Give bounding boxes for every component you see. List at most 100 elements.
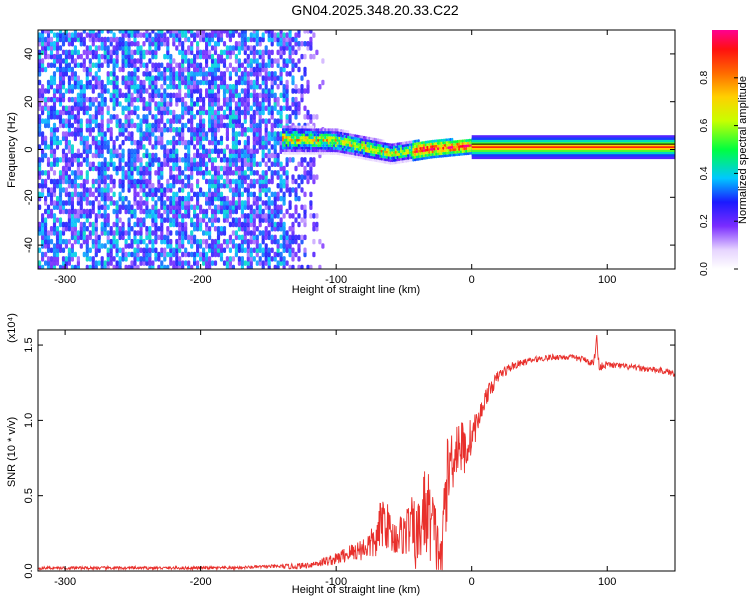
noise-speckle bbox=[208, 152, 212, 159]
band-cell bbox=[417, 149, 420, 153]
noise-speckle bbox=[85, 109, 89, 116]
noise-speckle bbox=[172, 139, 176, 146]
noise-speckle bbox=[243, 96, 247, 103]
noise-speckle bbox=[67, 41, 71, 47]
noise-speckle bbox=[279, 144, 283, 150]
noise-speckle bbox=[273, 204, 277, 210]
noise-speckle bbox=[145, 75, 149, 81]
noise-speckle bbox=[267, 152, 271, 159]
band-cell bbox=[341, 147, 345, 151]
noise-speckle bbox=[282, 243, 286, 249]
band-cell bbox=[467, 141, 470, 145]
noise-speckle bbox=[103, 157, 107, 163]
noise-speckle bbox=[303, 41, 307, 47]
noise-speckle bbox=[151, 84, 155, 90]
noise-speckle bbox=[312, 226, 316, 232]
noise-speckle bbox=[82, 30, 86, 34]
band-cell bbox=[408, 151, 411, 155]
noise-speckle bbox=[255, 238, 259, 245]
band-cell bbox=[292, 143, 295, 147]
noise-speckle bbox=[73, 114, 77, 120]
noise-speckle bbox=[61, 79, 66, 86]
noise-speckle bbox=[270, 221, 274, 228]
noise-speckle bbox=[169, 170, 173, 176]
noise-speckle bbox=[184, 234, 188, 241]
noise-speckle bbox=[121, 41, 125, 47]
noise-speckle bbox=[222, 79, 227, 86]
band-cell bbox=[292, 149, 295, 153]
noise-speckle bbox=[225, 217, 229, 223]
noise-speckle bbox=[157, 101, 161, 107]
noise-speckle bbox=[309, 36, 313, 43]
noise-speckle bbox=[312, 157, 316, 163]
noise-speckle bbox=[58, 264, 63, 269]
noise-speckle bbox=[49, 260, 54, 266]
noise-speckle bbox=[61, 118, 66, 124]
noise-speckle bbox=[82, 148, 86, 154]
noise-speckle bbox=[76, 148, 80, 154]
noise-speckle bbox=[279, 260, 283, 266]
noise-speckle bbox=[124, 105, 128, 111]
noise-speckle bbox=[237, 178, 241, 185]
noise-speckle bbox=[112, 101, 116, 107]
noise-speckle bbox=[321, 243, 325, 249]
band-cell bbox=[315, 149, 318, 153]
noise-speckle bbox=[264, 170, 268, 176]
band-cell bbox=[440, 146, 443, 150]
noise-speckle bbox=[148, 96, 152, 103]
noise-speckle bbox=[228, 178, 232, 185]
noise-speckle bbox=[142, 221, 146, 228]
noise-speckle bbox=[181, 58, 185, 64]
band-cell bbox=[447, 140, 450, 144]
band-cell bbox=[296, 141, 299, 145]
noise-speckle bbox=[294, 105, 298, 111]
y-tick-label: 40 bbox=[23, 48, 35, 60]
noise-speckle bbox=[282, 178, 286, 185]
band-cell bbox=[290, 138, 293, 142]
noise-speckle bbox=[115, 96, 119, 103]
band-cell bbox=[421, 154, 424, 158]
noise-speckle bbox=[252, 53, 256, 60]
band-cell bbox=[304, 141, 308, 145]
noise-speckle bbox=[285, 84, 289, 90]
noise-speckle bbox=[103, 45, 107, 51]
noise-speckle bbox=[258, 101, 262, 107]
noise-speckle bbox=[199, 157, 203, 163]
noise-speckle bbox=[175, 217, 179, 223]
noise-speckle bbox=[246, 243, 250, 249]
noise-speckle bbox=[273, 144, 277, 150]
noise-speckle bbox=[249, 152, 253, 159]
noise-speckle bbox=[151, 183, 155, 189]
noise-speckle bbox=[210, 157, 215, 163]
band-cell bbox=[327, 149, 330, 153]
noise-speckle bbox=[258, 41, 262, 47]
noise-speckle bbox=[88, 187, 92, 193]
noise-speckle bbox=[178, 30, 182, 34]
noise-speckle bbox=[41, 66, 45, 73]
band-cell bbox=[407, 140, 410, 144]
band-cell bbox=[319, 146, 322, 150]
band-cell bbox=[421, 144, 424, 147]
band-cell bbox=[333, 146, 336, 150]
noise-speckle bbox=[237, 45, 241, 51]
noise-speckle bbox=[184, 230, 188, 236]
noise-speckle bbox=[61, 174, 66, 180]
band-cell bbox=[428, 142, 431, 146]
noise-speckle bbox=[178, 114, 182, 120]
noise-speckle bbox=[300, 204, 304, 210]
noise-speckle bbox=[67, 144, 71, 150]
noise-speckle bbox=[41, 36, 45, 43]
noise-speckle bbox=[264, 75, 268, 81]
noise-speckle bbox=[208, 84, 212, 90]
noise-speckle bbox=[76, 32, 80, 38]
noise-speckle bbox=[261, 178, 265, 185]
noise-speckle bbox=[264, 30, 268, 34]
noise-speckle bbox=[246, 135, 250, 142]
noise-speckle bbox=[94, 36, 98, 43]
noise-speckle bbox=[196, 96, 200, 103]
noise-speckle bbox=[163, 204, 167, 210]
noise-speckle bbox=[279, 208, 283, 215]
noise-speckle bbox=[88, 101, 92, 107]
noise-speckle bbox=[300, 264, 304, 269]
noise-speckle bbox=[70, 105, 74, 111]
